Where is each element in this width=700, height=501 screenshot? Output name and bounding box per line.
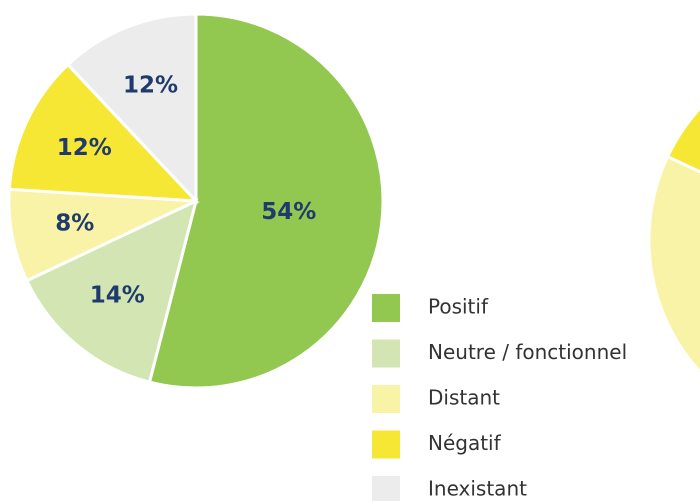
value-label: 54% [261, 199, 316, 225]
pie-slice [665, 105, 700, 174]
legend-label: Distant [428, 386, 500, 410]
legend-label: Inexistant [428, 477, 527, 501]
pie-slice [7, 187, 197, 283]
value-label: 8% [55, 211, 94, 237]
legend-swatch [372, 476, 400, 501]
legend-swatch [372, 294, 400, 322]
legend-swatch [372, 339, 400, 368]
pie-slice [65, 12, 198, 205]
value-label: 12% [57, 135, 112, 161]
legend-swatch [372, 385, 400, 413]
legend-swatch [372, 430, 400, 459]
legend-label: Négatif [428, 431, 502, 455]
legend-label: Neutre / fonctionnel [428, 340, 627, 364]
pie-slice [7, 62, 200, 203]
pie-slice [24, 198, 199, 384]
pie-slice [647, 154, 700, 374]
value-label: 14% [90, 283, 145, 309]
value-label: 12% [123, 73, 178, 99]
pie-slice [147, 12, 385, 390]
legend-label: Positif [428, 295, 489, 319]
